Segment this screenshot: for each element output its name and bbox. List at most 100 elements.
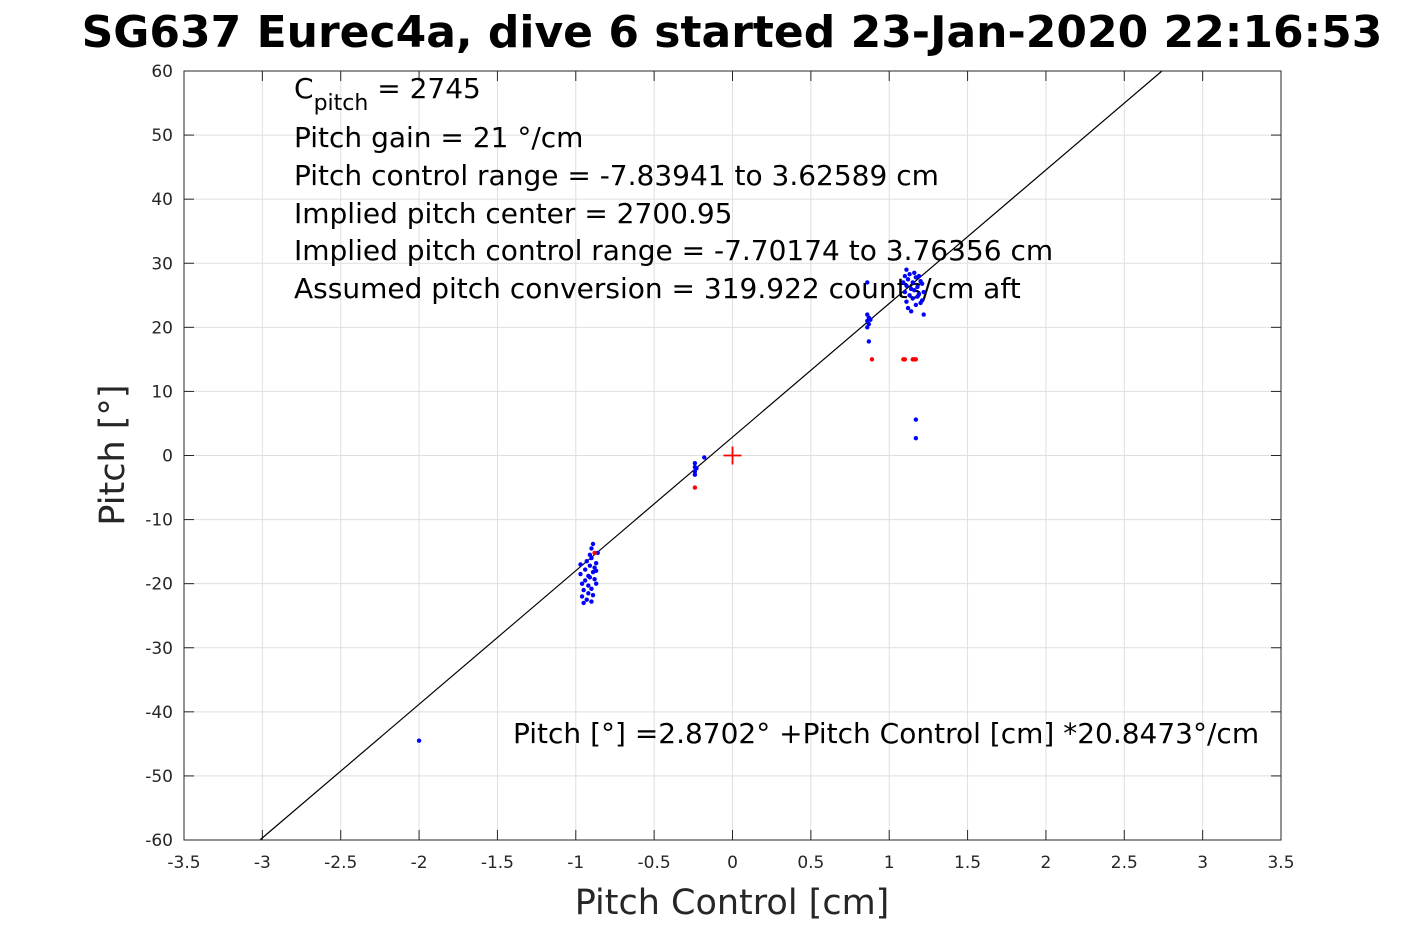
annotation-c-pitch-subscript: pitch <box>314 91 369 116</box>
y-tick-label: 30 <box>151 254 173 274</box>
data-point <box>910 296 915 301</box>
data-point <box>912 270 917 276</box>
data-point <box>865 280 870 285</box>
data-point <box>589 599 594 604</box>
annotation-c-pitch-symbol: C <box>294 72 314 105</box>
fit-line <box>259 70 1163 841</box>
y-tick-label: -10 <box>145 511 173 531</box>
data-point <box>919 298 925 303</box>
data-point <box>692 472 698 477</box>
data-point <box>578 562 583 567</box>
x-tick-label: 2 <box>1041 853 1052 873</box>
data-layer <box>259 70 1163 841</box>
y-tick-label: 50 <box>151 126 173 146</box>
center-marker <box>723 446 742 465</box>
x-tick-label: 3 <box>1197 853 1208 873</box>
data-point <box>904 283 909 288</box>
data-point <box>913 302 919 308</box>
data-point <box>908 309 914 314</box>
y-tick-label: -20 <box>145 575 173 595</box>
data-point <box>905 277 911 282</box>
data-point <box>902 273 908 279</box>
data-point <box>589 546 594 551</box>
annotation-c-pitch: Cpitch = 2745 <box>294 72 481 116</box>
annotation-pitch-conversion: Assumed pitch conversion = 319.922 count… <box>294 272 1021 305</box>
annotation-pitch-control-range: Pitch control range = -7.83941 to 3.6258… <box>294 159 939 192</box>
data-point <box>595 550 600 556</box>
data-point <box>916 291 922 297</box>
y-tick-label: -50 <box>145 767 173 787</box>
data-point <box>694 466 699 471</box>
x-tick-label: -1.5 <box>481 853 514 873</box>
y-tick-label: -30 <box>145 639 173 659</box>
data-point <box>593 560 599 566</box>
data-point <box>584 559 589 564</box>
data-point <box>584 597 589 602</box>
data-point <box>593 581 599 586</box>
data-point <box>902 289 908 295</box>
data-point <box>579 581 585 586</box>
data-point <box>868 317 873 322</box>
data-point <box>416 738 422 743</box>
data-point <box>587 575 593 580</box>
y-tick-label: -60 <box>145 831 173 851</box>
annotation-implied-control-range: Implied pitch control range = -7.70174 t… <box>294 234 1053 267</box>
data-point <box>592 576 597 582</box>
data-point <box>913 357 919 362</box>
data-point <box>702 455 707 460</box>
data-point <box>916 273 922 279</box>
data-point <box>921 312 926 317</box>
data-point <box>592 550 597 556</box>
data-point <box>866 321 872 327</box>
x-tick-label: -1 <box>567 853 584 873</box>
x-tick-label: -3.5 <box>167 853 200 873</box>
data-point <box>910 280 915 285</box>
x-tick-label: 0.5 <box>797 853 824 873</box>
y-tick-label: -40 <box>145 703 173 723</box>
chart-title: SG637 Eurec4a, dive 6 started 23-Jan-202… <box>82 7 1383 58</box>
x-tick-label: -3 <box>254 853 271 873</box>
data-point <box>582 578 588 583</box>
annotation-implied-pitch-center: Implied pitch center = 2700.95 <box>294 197 732 230</box>
data-point <box>907 293 912 298</box>
data-point <box>590 593 596 598</box>
data-point <box>913 417 919 422</box>
x-tick-label: -2 <box>411 853 428 873</box>
y-tick-label: 20 <box>151 318 173 338</box>
data-point <box>907 271 912 277</box>
x-tick-label: -2.5 <box>324 853 357 873</box>
data-point <box>902 357 908 362</box>
data-point <box>912 287 917 293</box>
x-tick-label: 1 <box>884 853 895 873</box>
data-point <box>590 541 596 547</box>
data-point <box>578 571 583 577</box>
annotation-fit-equation: Pitch [°] =2.8702° +Pitch Control [cm] *… <box>513 717 1259 750</box>
data-point <box>913 435 919 441</box>
y-tick-label: 40 <box>151 190 173 210</box>
data-point <box>581 587 586 593</box>
data-point <box>586 591 591 596</box>
data-point <box>692 460 698 466</box>
annotation-c-pitch-value: = 2745 <box>368 72 481 105</box>
data-point <box>593 568 599 574</box>
y-axis-label: Pitch [°] <box>93 384 133 525</box>
data-point <box>692 485 698 490</box>
data-point <box>581 600 586 606</box>
data-point <box>905 305 911 311</box>
data-point <box>579 594 585 599</box>
y-tick-label: 0 <box>162 447 173 467</box>
y-tick-label: 60 <box>151 62 173 82</box>
data-point <box>904 267 909 272</box>
annotation-pitch-gain: Pitch gain = 21 °/cm <box>294 121 583 154</box>
data-point <box>586 583 591 588</box>
x-tick-label: 1.5 <box>954 853 981 873</box>
data-point <box>589 586 594 591</box>
data-point <box>869 357 875 362</box>
data-point <box>915 284 920 290</box>
data-point <box>582 567 588 572</box>
plot-frame <box>183 70 1282 841</box>
data-point <box>866 339 872 344</box>
data-point <box>587 563 593 568</box>
